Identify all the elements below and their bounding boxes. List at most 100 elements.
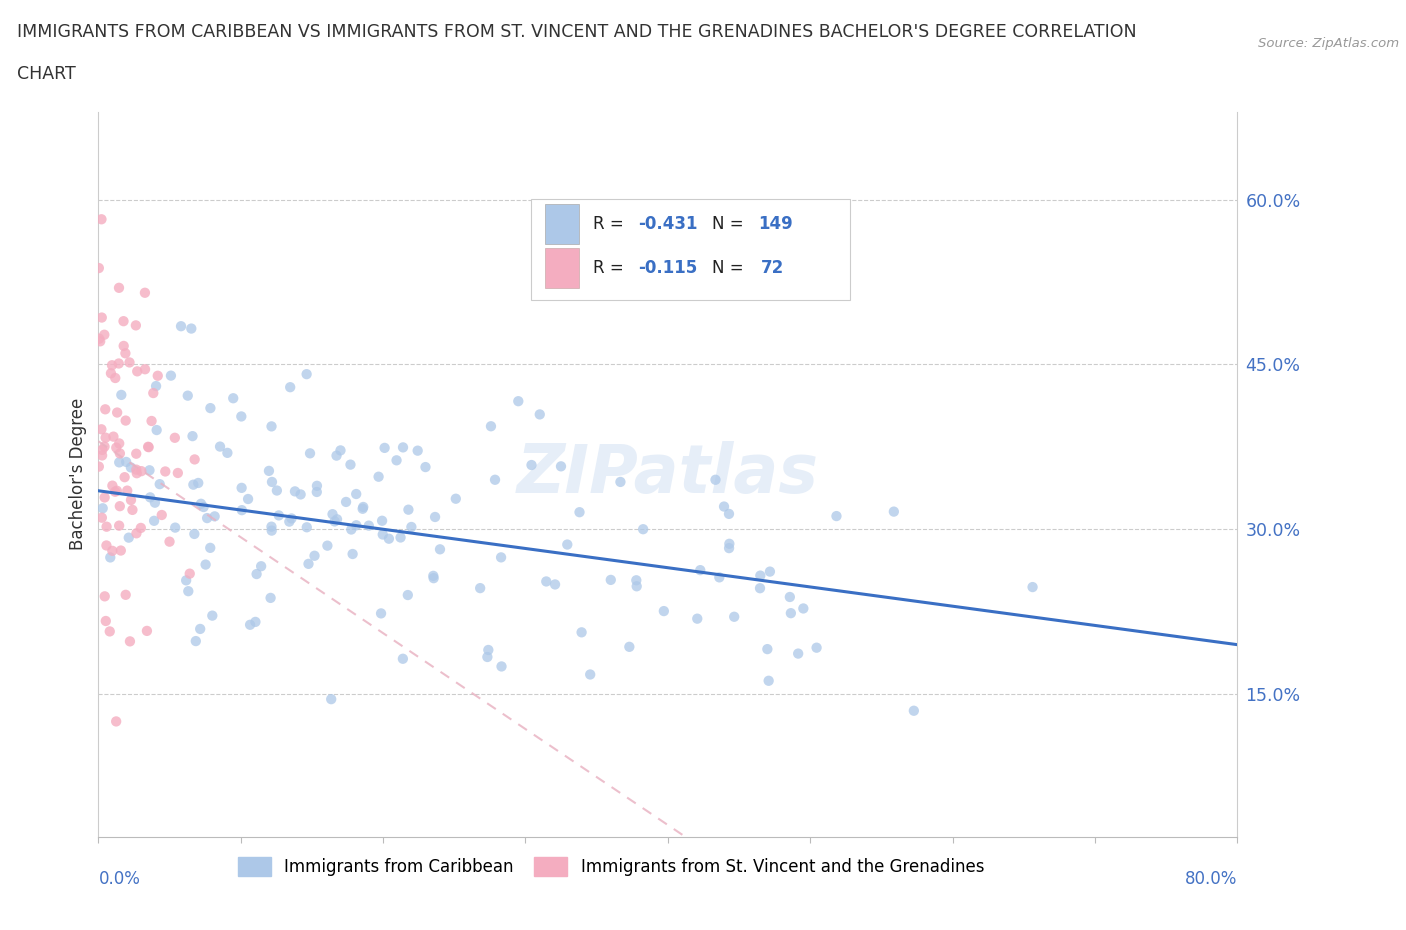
Point <box>188 621 211 636</box>
Point <box>571 625 593 640</box>
Point <box>93 490 115 505</box>
Point <box>626 573 648 588</box>
Point <box>183 452 205 467</box>
Point <box>134 362 156 377</box>
Text: CHART: CHART <box>17 65 76 83</box>
Point <box>579 667 602 682</box>
Point <box>477 649 499 664</box>
Point <box>146 368 169 383</box>
Point <box>114 413 136 428</box>
Point <box>257 463 280 478</box>
Point <box>260 524 283 538</box>
Point <box>423 510 446 525</box>
Point <box>104 485 127 499</box>
Point <box>352 499 374 514</box>
Point <box>112 339 135 353</box>
Point <box>143 513 166 528</box>
Point <box>200 401 222 416</box>
Point <box>190 497 212 512</box>
Point <box>195 511 218 525</box>
Point <box>91 448 114 463</box>
Legend: Immigrants from Caribbean, Immigrants from St. Vincent and the Grenadines: Immigrants from Caribbean, Immigrants fr… <box>231 851 991 884</box>
Point <box>305 478 328 493</box>
Point <box>105 440 128 455</box>
Point <box>87 260 110 275</box>
Text: ZIPatlas: ZIPatlas <box>517 442 818 507</box>
Point <box>295 520 318 535</box>
Point <box>141 414 163 429</box>
Point <box>115 455 138 470</box>
Point <box>544 577 567 591</box>
Point <box>101 478 124 493</box>
Point <box>749 580 772 595</box>
Point <box>129 521 152 536</box>
Point <box>686 611 709 626</box>
Point <box>619 640 641 655</box>
Point <box>340 522 363 537</box>
Point <box>101 543 124 558</box>
Point <box>155 464 177 479</box>
Point <box>371 513 394 528</box>
Point <box>723 609 745 624</box>
Point <box>204 509 226 524</box>
Point <box>125 466 148 481</box>
Point <box>96 519 118 534</box>
Point <box>150 508 173 523</box>
Point <box>718 537 741 551</box>
Point <box>470 580 492 595</box>
Point <box>200 540 222 555</box>
Point <box>326 512 349 526</box>
Text: IMMIGRANTS FROM CARIBBEAN VS IMMIGRANTS FROM ST. VINCENT AND THE GRENADINES BACH: IMMIGRANTS FROM CARIBBEAN VS IMMIGRANTS … <box>17 23 1136 41</box>
Point <box>787 646 810 661</box>
Point <box>93 589 115 604</box>
Point <box>201 608 224 623</box>
Point <box>568 505 591 520</box>
Point <box>335 495 357 510</box>
Point <box>90 310 112 325</box>
Point <box>87 459 110 474</box>
Point <box>396 588 419 603</box>
Point <box>231 409 253 424</box>
Point <box>231 503 253 518</box>
Point <box>749 568 772 583</box>
Text: Source: ZipAtlas.com: Source: ZipAtlas.com <box>1258 37 1399 50</box>
Point <box>104 370 127 385</box>
Point <box>108 436 131 451</box>
Point <box>105 405 128 420</box>
Point <box>125 462 148 477</box>
Text: 80.0%: 80.0% <box>1185 870 1237 887</box>
Point <box>1021 579 1043 594</box>
Point <box>131 464 153 479</box>
Point <box>222 391 245 405</box>
Point <box>107 356 129 371</box>
Point <box>371 527 394 542</box>
Point <box>267 508 290 523</box>
Point <box>138 440 160 455</box>
Point <box>125 318 148 333</box>
Point <box>689 563 711 578</box>
Text: -0.115: -0.115 <box>638 259 697 276</box>
Point <box>536 574 558 589</box>
Point <box>105 484 128 498</box>
Point <box>108 498 131 513</box>
Point <box>114 346 136 361</box>
Point <box>163 431 186 445</box>
Point <box>704 472 727 487</box>
Point <box>183 477 205 492</box>
Point <box>91 501 114 516</box>
Point <box>98 550 121 565</box>
Point <box>115 484 138 498</box>
Point <box>112 313 135 328</box>
Point <box>401 520 423 535</box>
Point <box>278 514 301 529</box>
Point <box>260 474 283 489</box>
Point <box>118 634 141 649</box>
Point <box>389 530 412 545</box>
Point <box>90 212 112 227</box>
Point <box>422 568 444 583</box>
Point <box>145 422 167 437</box>
Point <box>825 509 848 524</box>
Point <box>179 566 201 581</box>
Point <box>378 531 401 546</box>
Point <box>89 334 111 349</box>
